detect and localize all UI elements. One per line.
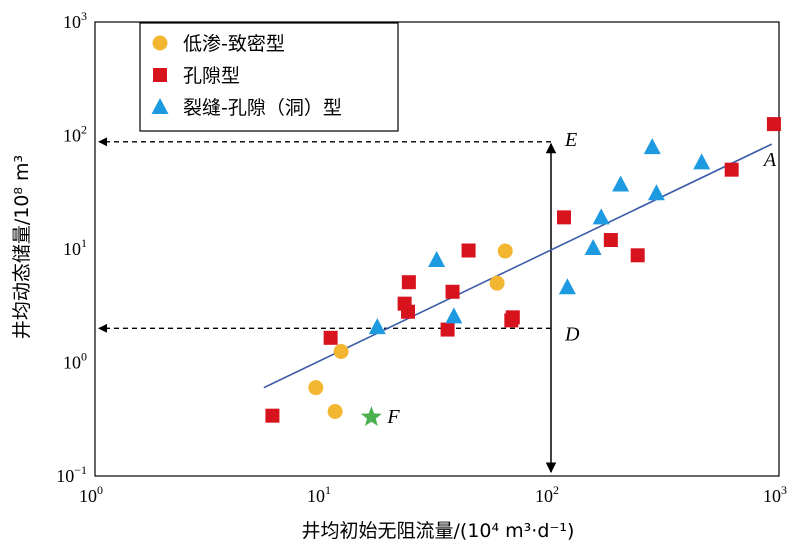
data-point-square xyxy=(401,275,416,290)
x-tick-label: 100 xyxy=(79,483,103,506)
data-point-triangle xyxy=(445,307,463,324)
data-point-triangle xyxy=(428,250,446,267)
data-point-square xyxy=(445,284,460,299)
annotation-d: D xyxy=(564,323,580,345)
y-tick-label: 102 xyxy=(63,123,87,146)
data-point-circle xyxy=(497,243,513,259)
data-point-square xyxy=(603,233,618,248)
data-point-square xyxy=(505,310,520,325)
reference-lines xyxy=(98,137,557,474)
annotations: A E D F xyxy=(386,129,776,428)
legend-marker-square xyxy=(153,68,167,82)
data-point-triangle xyxy=(612,175,630,192)
legend-label-tight: 低渗-致密型 xyxy=(183,33,285,55)
legend-marker-circle xyxy=(152,35,168,51)
data-point-square xyxy=(265,408,280,423)
legend-square-icon xyxy=(153,68,167,82)
x-tick-label: 101 xyxy=(307,483,331,506)
data-point-triangle xyxy=(647,184,665,201)
legend-circle-icon xyxy=(152,35,168,51)
data-point-square xyxy=(630,248,645,263)
data-point-circle xyxy=(308,380,324,396)
data-point-square xyxy=(461,243,476,258)
data-point-square xyxy=(556,210,571,225)
data-point-circle xyxy=(333,344,349,360)
data-point-square xyxy=(440,322,455,337)
data-point-triangle xyxy=(368,318,386,335)
plot-border xyxy=(94,21,780,477)
data-point-triangle xyxy=(558,278,576,295)
y-axis-title: 井均动态储量/10⁸ m³ xyxy=(11,155,33,339)
annotation-f: F xyxy=(386,406,400,428)
data-point-star xyxy=(360,406,382,426)
annotation-a: A xyxy=(762,149,777,171)
data-point-triangle xyxy=(643,138,661,155)
data-point-circle xyxy=(489,275,505,291)
data-point-triangle xyxy=(584,239,602,256)
data-point-square xyxy=(401,304,416,319)
legend: 低渗-致密型 孔隙型 裂缝-孔隙（洞）型 xyxy=(139,22,399,132)
data-point-square xyxy=(766,117,781,132)
annotation-e: E xyxy=(564,129,577,151)
x-tick-label: 102 xyxy=(535,483,559,506)
legend-label-pore: 孔隙型 xyxy=(183,65,240,87)
y-tick-label: 101 xyxy=(63,236,87,259)
legend-marker-triangle xyxy=(151,98,169,114)
y-tick-label: 10−1 xyxy=(56,463,87,486)
x-tick-label: 103 xyxy=(763,483,787,506)
legend-label-fracture: 裂缝-孔隙（洞）型 xyxy=(183,97,342,119)
legend-box xyxy=(139,22,399,132)
trend-line xyxy=(263,143,773,389)
plot-area xyxy=(94,21,780,477)
legend-triangle-icon xyxy=(151,98,169,114)
y-tick-label: 103 xyxy=(63,9,87,32)
data-point-square xyxy=(724,162,739,177)
trend-line-group xyxy=(263,143,773,389)
data-point-triangle xyxy=(693,153,711,170)
data-point-square xyxy=(323,330,338,345)
x-axis-title: 井均初始无阻流量/(10⁴ m³·d⁻¹) xyxy=(302,520,575,542)
data-point-circle xyxy=(327,404,343,420)
data-point-triangle xyxy=(592,208,610,225)
y-tick-label: 100 xyxy=(63,350,87,373)
data-markers xyxy=(265,117,781,426)
